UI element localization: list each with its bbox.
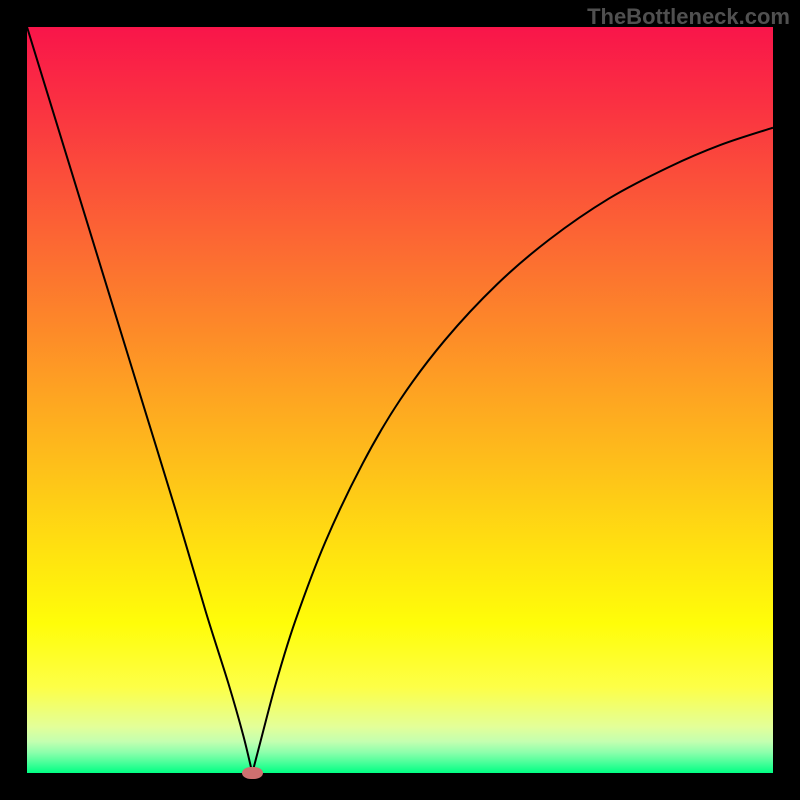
gradient-background [27,27,773,773]
outer-frame: TheBottleneck.com [0,0,800,800]
watermark-text: TheBottleneck.com [587,4,790,30]
plot-area [27,27,773,773]
